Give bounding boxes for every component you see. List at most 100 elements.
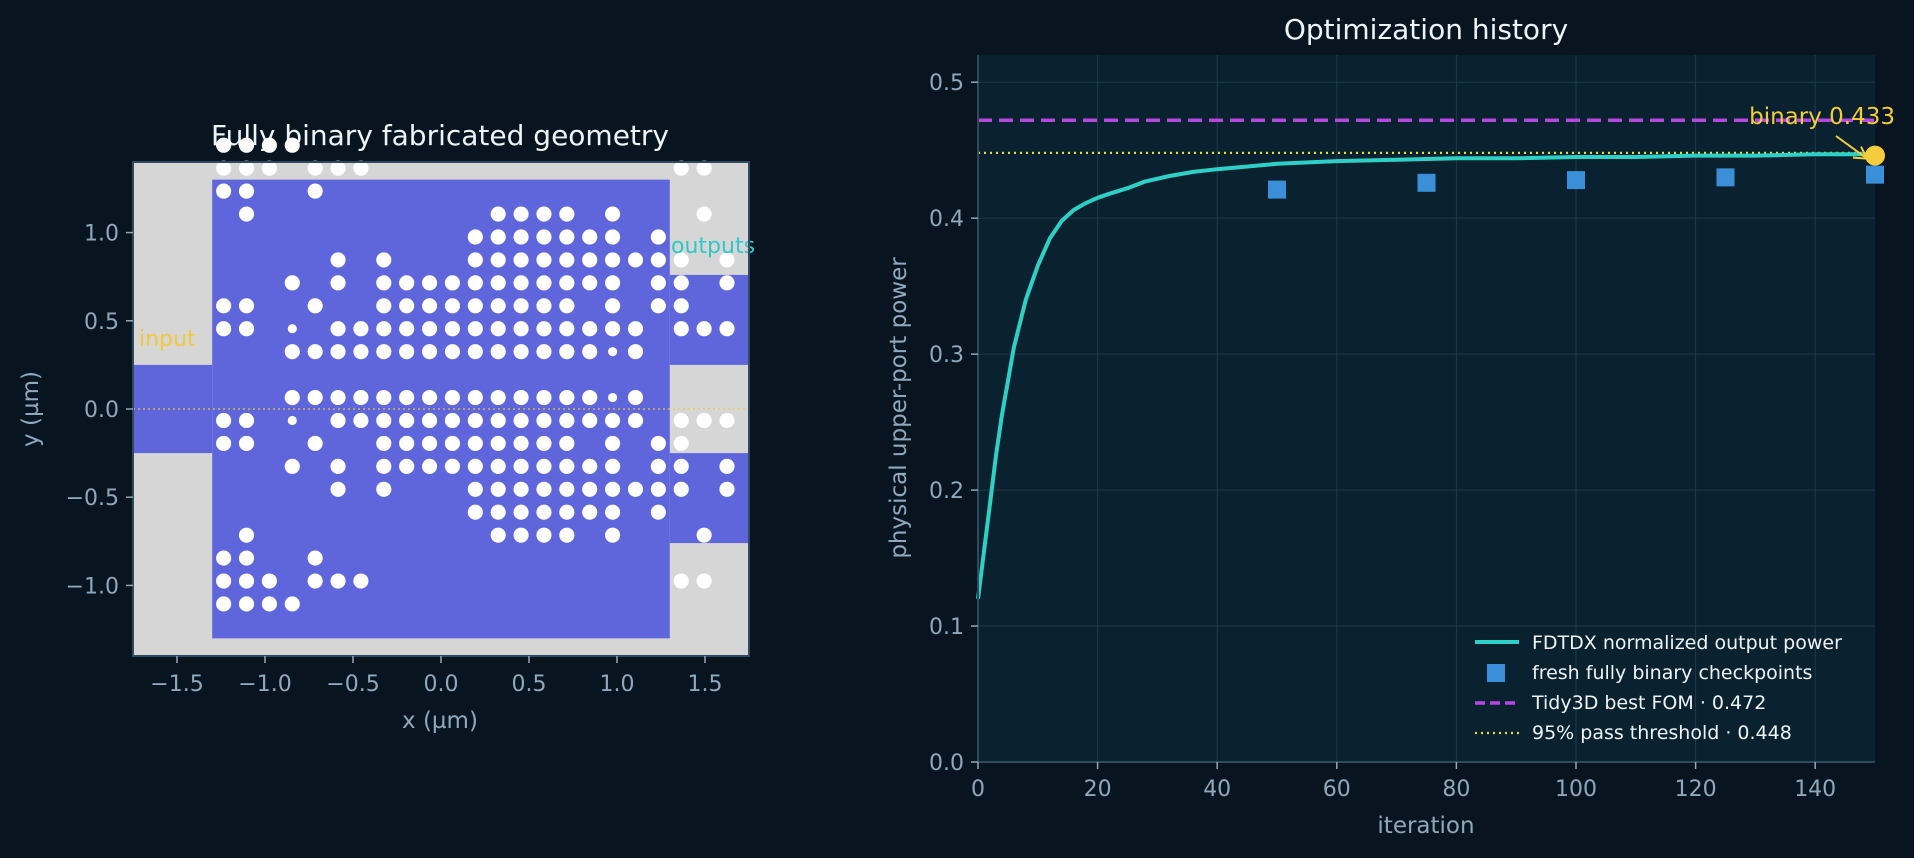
hole <box>444 435 461 451</box>
hole <box>444 275 461 291</box>
y-tick-label: −0.5 <box>66 486 119 511</box>
checkpoint-marker <box>1716 168 1735 187</box>
hole <box>559 412 575 429</box>
hole <box>421 412 438 429</box>
annotation-arrow <box>1835 135 1868 160</box>
hole <box>421 435 438 451</box>
hole <box>559 321 575 337</box>
hole <box>513 321 529 337</box>
hole <box>559 481 575 497</box>
y-tick-label: 0.0 <box>84 398 119 423</box>
hole <box>330 275 346 291</box>
hole <box>490 321 506 337</box>
hole <box>582 481 598 497</box>
history-y-axis-label: physical upper-port power <box>886 257 912 559</box>
hole <box>490 229 506 245</box>
hole <box>490 206 506 222</box>
hole <box>238 527 255 543</box>
hole <box>490 252 506 268</box>
hole <box>467 298 483 314</box>
hole <box>559 206 575 222</box>
hole <box>490 389 506 406</box>
hole <box>650 435 666 451</box>
hole <box>605 275 621 291</box>
hole <box>582 458 598 474</box>
hole <box>216 183 232 199</box>
x-tick-label: 100 <box>1555 777 1597 802</box>
hole <box>490 344 506 360</box>
hole <box>376 481 392 497</box>
hole <box>513 412 529 429</box>
hole <box>467 435 483 451</box>
hole <box>238 573 255 589</box>
hole <box>536 298 552 314</box>
hole <box>399 435 415 451</box>
hole <box>261 596 277 612</box>
hole <box>513 275 529 291</box>
hole <box>399 321 415 337</box>
hole <box>330 573 346 589</box>
hole <box>673 298 689 314</box>
y-tick-label: 0.0 <box>929 751 964 776</box>
hole <box>605 252 621 268</box>
hole <box>605 504 621 520</box>
hole <box>421 321 438 337</box>
hole-pattern <box>216 137 735 612</box>
hole <box>353 389 369 406</box>
hole <box>673 481 689 497</box>
hole <box>467 458 483 474</box>
hole <box>582 252 598 268</box>
x-tick-label: −1.0 <box>238 672 291 697</box>
hole <box>467 412 483 429</box>
x-tick-label: 40 <box>1203 777 1231 802</box>
hole <box>719 252 735 268</box>
hole <box>376 435 392 451</box>
hole <box>490 481 506 497</box>
hole <box>536 206 552 222</box>
x-tick-label: 140 <box>1794 777 1836 802</box>
hole <box>490 527 506 543</box>
hole <box>421 458 438 474</box>
hole <box>559 458 575 474</box>
hole <box>330 389 346 406</box>
hole <box>559 435 575 451</box>
geometry-title: Fully binary fabricated geometry <box>211 119 669 152</box>
hole <box>513 206 529 222</box>
hole <box>605 206 621 222</box>
hole <box>673 435 689 451</box>
hole <box>307 160 323 176</box>
hole <box>216 160 232 176</box>
hole <box>284 458 300 474</box>
hole <box>444 298 461 314</box>
hole <box>216 321 232 337</box>
y-tick-label: 0.5 <box>929 71 964 96</box>
y-tick-label: 0.4 <box>929 207 964 232</box>
hole <box>421 298 438 314</box>
hole <box>444 344 461 360</box>
hole <box>307 344 323 360</box>
hole <box>719 321 735 337</box>
hole <box>353 573 369 589</box>
hole <box>627 389 644 406</box>
y-tick-label: 0.1 <box>929 615 964 640</box>
hole <box>238 596 255 612</box>
legend-entry-curve: FDTDX normalized output power <box>1532 632 1842 654</box>
hole <box>559 344 575 360</box>
history-plot-area <box>978 55 1875 762</box>
fdtdx-power-curve <box>976 152 1875 600</box>
hole <box>376 321 392 337</box>
y-tick-label: −1.0 <box>66 574 119 599</box>
hole <box>490 458 506 474</box>
hole <box>330 458 346 474</box>
hole <box>490 504 506 520</box>
hole <box>605 298 621 314</box>
hole <box>605 412 621 429</box>
hole <box>696 206 712 222</box>
final-binary-point <box>1865 145 1885 166</box>
hole <box>605 458 621 474</box>
hole <box>421 344 438 360</box>
hole <box>444 321 461 337</box>
hole <box>582 344 598 360</box>
x-tick-label: 1.0 <box>600 672 635 697</box>
hole <box>559 229 575 245</box>
